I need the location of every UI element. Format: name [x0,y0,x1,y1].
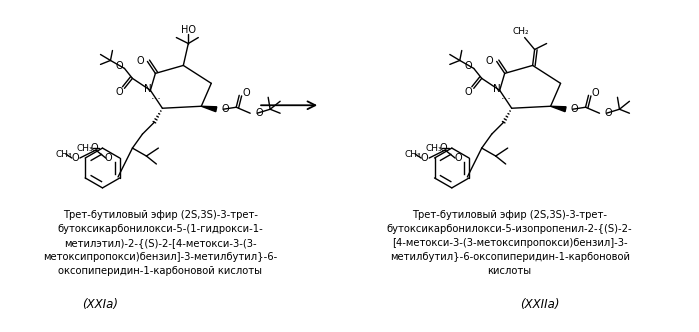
Text: O: O [91,143,99,153]
Text: O: O [115,61,123,71]
Text: N: N [493,84,500,94]
Text: CH₃: CH₃ [426,143,442,153]
Text: O: O [105,153,113,163]
Text: O: O [570,104,578,114]
Text: O: O [255,108,263,118]
Text: CH₃: CH₃ [56,149,72,159]
Text: HO: HO [181,25,196,35]
Text: ...: ... [500,91,511,101]
Text: CH₂: CH₂ [512,27,529,36]
Polygon shape [551,106,566,112]
Text: O: O [71,153,79,163]
Text: O: O [465,87,473,97]
Text: Трет-бутиловый эфир (2S,3S)-3-трет-
бутоксикарбонилокси-5-изопропенил-2-{(S)-2-
: Трет-бутиловый эфир (2S,3S)-3-трет- буто… [387,210,633,276]
Text: O: O [591,88,599,98]
Text: O: O [605,108,612,118]
Text: O: O [486,56,493,66]
Text: Трет-бутиловый эфир (2S,3S)-3-трет-
бутоксикарбонилокси-5-(1-гидрокси-1-
метилэт: Трет-бутиловый эфир (2S,3S)-3-трет- буто… [43,210,278,276]
Text: O: O [420,153,428,163]
Text: N: N [143,84,151,94]
Text: CH₃: CH₃ [76,143,93,153]
Text: ...: ... [151,91,162,101]
Text: (XXIa): (XXIa) [82,298,119,311]
Text: (XXIIa): (XXIIa) [520,298,559,311]
Text: O: O [115,87,123,97]
Text: O: O [465,61,473,71]
Text: CH₃: CH₃ [405,149,421,159]
Text: O: O [243,88,250,98]
Text: O: O [454,153,462,163]
Text: O: O [440,143,447,153]
Text: O: O [136,56,144,66]
Text: O: O [222,104,229,114]
Polygon shape [201,106,217,112]
